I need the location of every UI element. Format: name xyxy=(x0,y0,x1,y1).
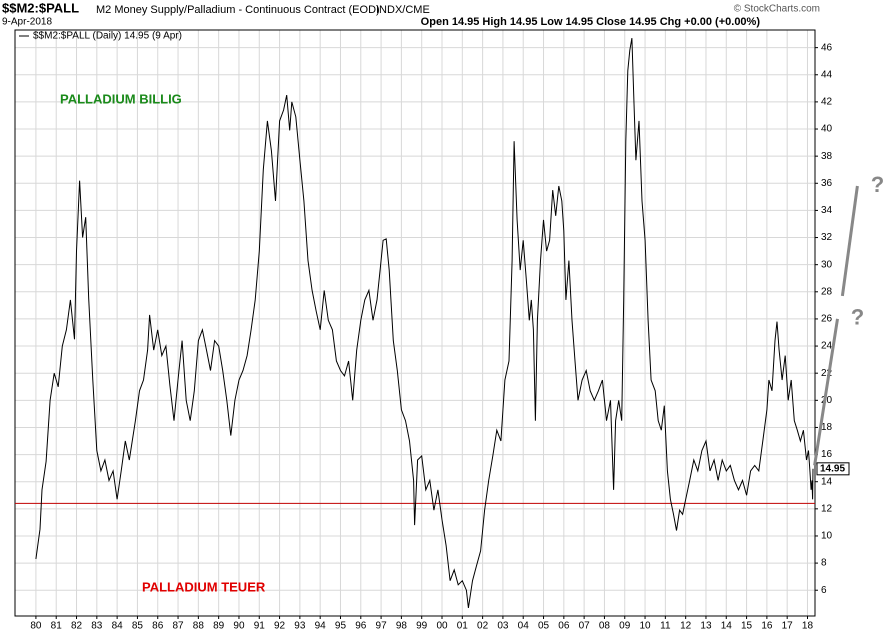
x-tick-label: 03 xyxy=(497,621,509,632)
y-tick-label: 32 xyxy=(821,232,833,243)
y-tick-label: 6 xyxy=(821,585,827,596)
x-tick-label: 12 xyxy=(680,621,692,632)
y-tick-label: 12 xyxy=(821,503,833,514)
plot-frame xyxy=(14,29,816,617)
x-tick-label: 05 xyxy=(538,621,550,632)
x-tick-label: 16 xyxy=(761,621,773,632)
last-value-label: 14.95 xyxy=(820,463,845,474)
x-tick-label: 80 xyxy=(30,621,42,632)
y-tick-label: 42 xyxy=(821,97,833,108)
date: 9-Apr-2018 xyxy=(2,17,52,28)
y-tick-label: 38 xyxy=(821,151,833,162)
x-tick-label: 83 xyxy=(91,621,103,632)
x-tick-label: 81 xyxy=(51,621,63,632)
x-tick-label: 82 xyxy=(71,621,83,632)
x-tick-label: 06 xyxy=(558,621,570,632)
x-tick-label: 86 xyxy=(152,621,164,632)
x-tick-label: 11 xyxy=(660,621,671,632)
annotation: PALLADIUM BILLIG xyxy=(60,91,182,106)
x-tick-label: 99 xyxy=(416,621,428,632)
x-tick-label: 10 xyxy=(639,621,651,632)
chart-title: M2 Money Supply/Palladium - Continuous C… xyxy=(96,4,380,16)
x-tick-label: 18 xyxy=(802,621,814,632)
y-tick-label: 28 xyxy=(821,286,833,297)
x-tick-label: 85 xyxy=(132,621,144,632)
y-tick-label: 8 xyxy=(821,558,827,569)
x-tick-label: 95 xyxy=(335,621,347,632)
symbol: $$M2:$PALL xyxy=(2,0,79,15)
x-tick-label: 04 xyxy=(518,621,530,632)
y-tick-label: 18 xyxy=(821,422,833,433)
y-tick-label: 10 xyxy=(821,531,833,542)
x-tick-label: 09 xyxy=(619,621,631,632)
x-tick-label: 01 xyxy=(457,621,469,632)
price-line xyxy=(35,38,814,608)
x-tick-label: 07 xyxy=(579,621,591,632)
question-mark: ? xyxy=(871,172,884,197)
x-tick-label: 93 xyxy=(294,621,306,632)
y-tick-label: 26 xyxy=(821,314,833,325)
y-tick-label: 22 xyxy=(821,368,833,379)
x-tick-label: 90 xyxy=(233,621,245,632)
annotation: PALLADIUM TEUER xyxy=(142,579,266,594)
x-tick-label: 92 xyxy=(274,621,286,632)
y-tick-label: 14 xyxy=(821,476,833,487)
x-tick-label: 88 xyxy=(193,621,205,632)
x-tick-label: 96 xyxy=(355,621,367,632)
projection-line xyxy=(840,185,859,297)
y-tick-label: 46 xyxy=(821,42,833,53)
y-tick-label: 44 xyxy=(821,69,833,80)
ohlc: Open 14.95 High 14.95 Low 14.95 Close 14… xyxy=(421,16,761,28)
last-value-box xyxy=(816,462,850,476)
x-tick-label: 94 xyxy=(315,621,327,632)
y-tick-label: 20 xyxy=(821,395,833,406)
y-tick-label: 40 xyxy=(821,124,833,135)
x-tick-label: 89 xyxy=(213,621,225,632)
y-tick-label: 24 xyxy=(821,341,833,352)
x-tick-label: 08 xyxy=(599,621,611,632)
y-tick-label: 36 xyxy=(821,178,833,189)
x-tick-label: 87 xyxy=(172,621,184,632)
y-tick-label: 16 xyxy=(821,449,833,460)
x-tick-label: 84 xyxy=(112,621,124,632)
y-tick-label: 34 xyxy=(821,205,833,216)
x-tick-label: 98 xyxy=(396,621,408,632)
x-tick-label: 00 xyxy=(436,621,448,632)
projection-line xyxy=(813,318,839,466)
exchange: INDX/CME xyxy=(376,4,430,16)
x-tick-label: 15 xyxy=(741,621,753,632)
legend-label: $$M2:$PALL (Daily) 14.95 (9 Apr) xyxy=(33,31,182,42)
x-tick-label: 97 xyxy=(376,621,388,632)
question-mark: ? xyxy=(851,305,864,330)
x-tick-label: 17 xyxy=(782,621,794,632)
x-tick-label: 02 xyxy=(477,621,489,632)
x-tick-label: 13 xyxy=(700,621,712,632)
y-tick-label: 30 xyxy=(821,259,833,270)
x-tick-label: 91 xyxy=(254,621,266,632)
x-tick-label: 14 xyxy=(721,621,733,632)
copyright: © StockCharts.com xyxy=(734,4,820,15)
